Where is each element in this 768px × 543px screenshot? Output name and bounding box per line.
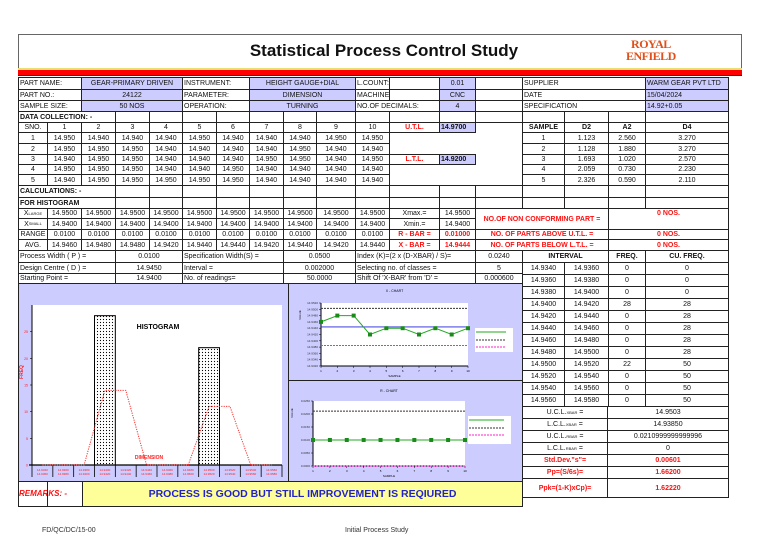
limit-subscript: XBAR <box>565 421 577 427</box>
utl-label: U.T.L. <box>389 122 440 133</box>
royal-enfield-logo: ROYAL ENFIELD <box>626 38 676 62</box>
blank-cell <box>47 481 83 507</box>
ucl_x-label: U.C.L. XBAR = <box>522 406 608 419</box>
title-band <box>18 34 742 70</box>
ppk-value: 1.62220 <box>607 478 729 498</box>
histogram-panel <box>18 283 289 482</box>
page-title: Statistical Process Control Study <box>249 41 519 60</box>
logo-line2: ENFIELD <box>626 49 676 63</box>
red-divider <box>18 68 742 76</box>
ppk-label: Ppk=(1-K)xCp)= <box>522 478 608 498</box>
limit-label: U.C.L. <box>546 409 567 416</box>
limit-subscript: RBAR <box>565 445 577 451</box>
nonconforming-label: NO.OF NON CONFORMING PART = <box>475 208 609 230</box>
freq-cell: 0 <box>645 286 729 299</box>
x-subscript: SMALL <box>28 221 42 226</box>
blank-cell <box>475 111 523 123</box>
limit-label: U.C.L. <box>546 433 567 440</box>
doc-number: FD/QC/DC/15-00 <box>42 527 96 534</box>
remarks-text: PROCESS IS GOOD BUT STILL IMPROVEMENT IS… <box>82 481 523 507</box>
limit-subscript: XBAR <box>566 409 578 415</box>
limit-label: L.C.L. <box>547 445 566 452</box>
x-subscript: LARGE <box>28 210 43 216</box>
logo-line1: ROYAL <box>631 37 671 51</box>
ltl-value: 14.9200 <box>439 154 476 165</box>
nonconforming-value: 0 NOS. <box>608 208 729 230</box>
x-label: X <box>24 220 29 228</box>
lcl_r-label: L.C.L. RBAR = <box>522 442 608 455</box>
x-chart-panel <box>288 283 523 381</box>
ltl-label: L.T.L. <box>389 154 440 165</box>
r-chart-panel <box>288 380 523 482</box>
utl-value: 14.9700 <box>439 122 476 133</box>
limit-label: L.C.L. <box>547 421 566 428</box>
limit-subscript: RBAR <box>566 433 578 439</box>
x-label: X <box>23 210 29 217</box>
doc-title: Initial Process Study <box>345 527 409 534</box>
